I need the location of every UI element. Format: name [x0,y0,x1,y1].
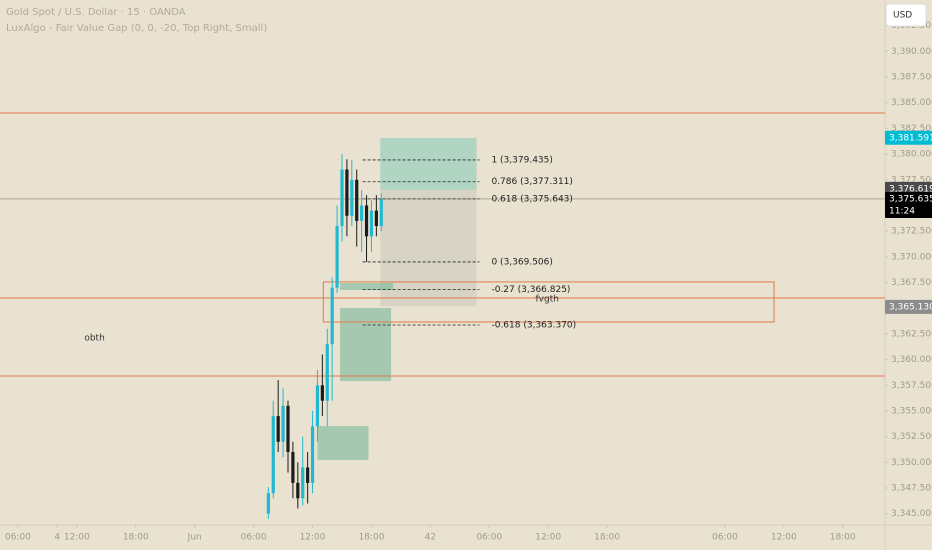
x-tick-label: 06:00 [476,533,502,543]
y-tick-label: 3,377.500 [891,175,932,185]
indicator-label: LuxAlgo - Fair Value Gap (0, 0, -20, Top… [6,23,267,34]
candle-body [281,405,285,442]
x-tick-label: 42 [425,533,436,543]
y-tick-label: 3,372.500 [891,227,932,237]
currency-label[interactable]: USD [893,11,912,21]
price-tag [885,191,932,218]
fib-label: 0.618 (3,375.643) [491,194,572,204]
axis-layer: 3,345.000 3,347.500 3,350.000 3,352.500 3,35… [5,21,932,543]
candle-body [266,493,270,514]
y-tick-label: 3,345.000 [891,509,932,519]
candle-body [360,205,364,221]
plot-layer: 1 (3,379.435) 0.786 (3,377.311) 0.618 (3,3… [0,112,885,519]
zone [322,281,775,323]
y-tick-label: 3,367.500 [891,278,932,288]
candle-body [355,179,359,221]
x-tick-label: 18:00 [830,533,856,543]
y-tick-label: 3,380.000 [891,150,932,160]
y-tick-label: 3,387.500 [891,73,932,83]
price-tag [885,130,932,145]
y-tick-label: 3,382.500 [891,124,932,134]
candle-body [369,210,374,237]
x-tick-label: 18:00 [358,533,384,543]
candle-body [271,416,275,494]
candle-body [301,467,305,499]
annotation: obth [84,334,104,344]
candle-body [315,385,320,427]
candle-body [335,226,339,288]
y-tick-label: 3,385.000 [891,98,932,108]
x-tick-label: 18:00 [594,533,620,543]
y-tick-label: 3,362.500 [891,329,932,339]
x-tick-label: 18:00 [123,533,149,543]
zone [340,282,394,290]
candle-body [374,210,378,227]
fib-label: 0.786 (3,377.311) [491,177,572,187]
fib-label: 0 (3,369.506) [491,257,552,267]
y-tick-label: 3,350.000 [891,458,932,468]
y-tick-label: 3,390.000 [891,47,932,57]
price-tag-label: 3,365.130 [889,302,932,312]
currency-button[interactable] [885,3,927,27]
candle-body [340,169,344,227]
candle-body [330,287,334,345]
candle-body [379,199,383,227]
candle-body [306,467,310,483]
candle-body [325,344,329,401]
fib-label: -0.27 (3,366.825) [491,285,570,295]
x-tick-label: 4 [54,533,60,543]
x-tick-label: 12:00 [535,533,561,543]
fib-label: -0.618 (3,363.370) [491,320,576,330]
candle-body [345,169,349,216]
price-tag-label: 3,375.635 [889,194,932,204]
candle-body [350,179,354,216]
candle-body [276,416,280,442]
zone [317,426,369,461]
x-tick-label: 06:00 [712,533,738,543]
candle-body [364,205,369,237]
y-tick-label: 3,357.500 [891,381,932,391]
countdown-label: 11:24 [889,206,915,216]
x-tick-label: Jun [187,533,202,543]
zone [380,189,477,307]
annotation: fvgth [535,294,558,304]
x-tick-label: 12:00 [64,533,90,543]
candle-body [320,385,324,401]
x-tick-label: 06:00 [241,533,267,543]
price-tag [885,299,932,314]
y-tick-label: 3,360.000 [891,355,932,365]
candle-body [310,426,315,483]
x-tick-label: 06:00 [5,533,31,543]
candle-body [296,482,300,499]
zone [380,137,477,190]
y-tick-label: 3,352.500 [891,432,932,442]
y-tick-label: 3,370.000 [891,252,932,262]
price-tag-label: 3,381.591 [889,133,932,143]
y-tick-label: 3,355.000 [891,406,932,416]
chart-title: Gold Spot / U.S. Dollar · 15 · OANDA [6,7,186,18]
price-tag-label: 3,376.619 [889,184,932,194]
fib-label: 1 (3,379.435) [491,155,552,165]
candle-body [286,405,290,453]
zone [340,308,392,382]
y-tick-label: 3,347.500 [891,484,932,494]
x-tick-label: 12:00 [771,533,797,543]
candle-body [291,452,295,483]
x-tick-label: 12:00 [300,533,326,543]
